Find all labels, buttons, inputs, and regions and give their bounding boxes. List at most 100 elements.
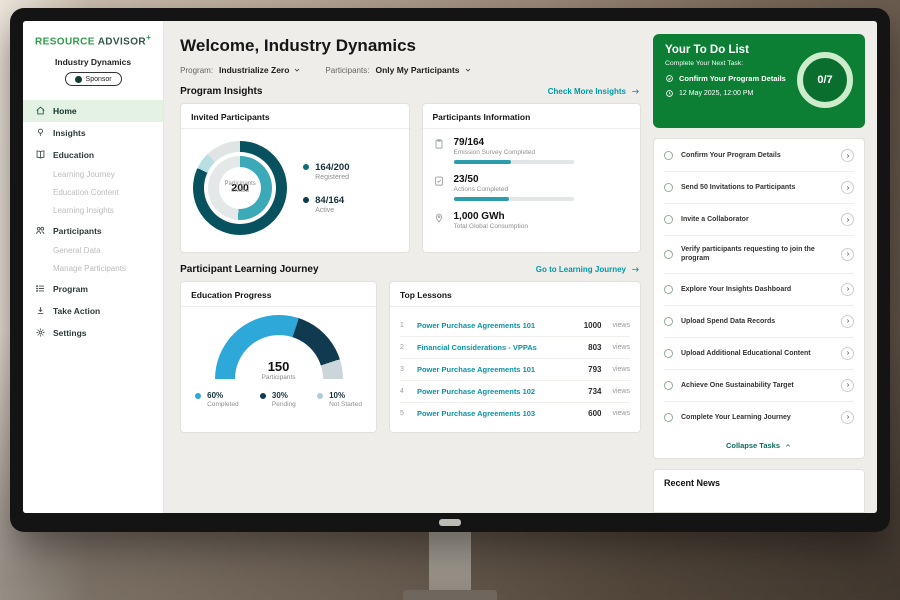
sidebar-item-learning-journey[interactable]: Learning Journey [53, 170, 115, 180]
sidebar-item-home[interactable]: Home [23, 99, 164, 122]
lesson-link[interactable]: Power Purchase Agreements 102 [416, 387, 536, 396]
sidebar-item-education-content[interactable]: Education Content [53, 188, 119, 198]
program-insights-section-header: Program Insights Check More Insights [180, 86, 641, 97]
monitor-bezel: RESOURCE ADVISOR+ Industry Dynamics Spon… [10, 8, 890, 532]
task-row[interactable]: Achieve One Sustainability Target [664, 370, 854, 402]
task-expand-button[interactable] [841, 314, 854, 328]
task-row[interactable]: Send 50 Invitations to Participants [664, 172, 854, 204]
lesson-rank: 2 [399, 344, 404, 351]
lesson-rank: 1 [399, 322, 404, 329]
task-expand-button[interactable] [841, 346, 854, 360]
sidebar-item-label: Settings [53, 327, 87, 338]
sidebar-item-program[interactable]: Program [23, 278, 163, 300]
sidebar-item-education[interactable]: Education [23, 144, 163, 166]
task-expand-button[interactable] [841, 282, 854, 296]
program-dropdown-value: Industrialize Zero [219, 65, 290, 75]
card-title: Invited Participants [181, 112, 409, 129]
lesson-row: 1 Power Purchase Agreements 101 1000 vie… [399, 315, 630, 337]
task-checkbox[interactable] [664, 316, 673, 326]
legend-item-pending: 30% Pending [259, 391, 296, 408]
participants-dropdown[interactable]: Only My Participants [375, 65, 471, 75]
logo-secondary: ADVISOR [97, 36, 147, 48]
lesson-views-unit: views [612, 322, 630, 329]
gauge-value: 150 [267, 359, 290, 374]
lesson-link[interactable]: Financial Considerations - VPPAs [416, 343, 537, 352]
program-icon [36, 285, 44, 293]
lesson-row: 2 Financial Considerations - VPPAs 803 v… [399, 337, 630, 359]
sponsor-badge[interactable]: Sponsor [64, 72, 122, 87]
stat-value: 23/50 [453, 174, 479, 185]
education-progress-card: Education Progress 150 Participants [180, 281, 377, 433]
legend-item-completed: 60% Completed [195, 391, 239, 408]
lesson-rank: 5 [399, 410, 404, 417]
sidebar-item-insights[interactable]: Insights [23, 122, 163, 144]
check-circle-icon [666, 75, 673, 82]
right-column: Your To Do List Complete Your Next Task:… [653, 21, 877, 513]
go-to-learning-journey-link[interactable]: Go to Learning Journey [536, 265, 641, 274]
stat-emission-survey: 79/164 Emission Survey Completed [433, 137, 631, 164]
task-checkbox[interactable] [664, 151, 673, 160]
task-label: Achieve One Sustainability Target [681, 381, 794, 389]
home-icon [36, 106, 45, 115]
chevron-right-icon [846, 319, 849, 324]
sidebar-item-label: Home [53, 105, 77, 116]
participants-icon [36, 227, 45, 235]
lesson-link[interactable]: Power Purchase Agreements 103 [416, 409, 536, 418]
lesson-views: 734 [588, 387, 602, 396]
logo-plus: + [146, 33, 152, 42]
take-action-icon [37, 307, 44, 315]
check-more-insights-link[interactable]: Check More Insights [548, 87, 641, 96]
task-row[interactable]: Confirm Your Program Details [664, 140, 854, 172]
task-label: Verify participants requesting to join t… [681, 246, 815, 263]
legend-value: 30% [271, 391, 288, 400]
sidebar-item-manage-participants[interactable]: Manage Participants [53, 264, 126, 274]
chevron-right-icon [846, 185, 849, 190]
card-title: Top Lessons [389, 290, 640, 307]
task-checkbox[interactable] [664, 348, 673, 358]
task-row[interactable]: Upload Spend Data Records [664, 306, 854, 338]
sidebar-item-settings[interactable]: Settings [23, 322, 163, 344]
legend-value: 60% [207, 391, 224, 400]
task-expand-button[interactable] [841, 181, 854, 194]
todo-due-label: 12 May 2025, 12:00 PM [679, 90, 754, 97]
todo-summary-card: Your To Do List Complete Your Next Task:… [653, 34, 865, 128]
program-filter: Program: Industrialize Zero [180, 65, 301, 75]
task-expand-button[interactable] [841, 378, 854, 392]
clock-icon [666, 90, 673, 97]
sidebar-item-learning-insights[interactable]: Learning Insights [53, 206, 114, 216]
chevron-right-icon [846, 217, 849, 222]
lesson-row: 5 Power Purchase Agreements 103 600 view… [400, 403, 630, 424]
gauge-center: 150 Participants [215, 359, 343, 381]
task-row[interactable]: Invite a Collaborator [664, 204, 854, 236]
program-dropdown[interactable]: Industrialize Zero [219, 65, 301, 75]
task-row[interactable]: Upload Additional Educational Content [664, 338, 854, 370]
stat-label: Actions Completed [453, 186, 509, 193]
task-checkbox[interactable] [664, 412, 673, 422]
task-expand-button[interactable] [841, 410, 854, 424]
task-checkbox[interactable] [664, 183, 673, 192]
lesson-views: 1000 [583, 321, 602, 330]
task-expand-button[interactable] [841, 213, 854, 226]
task-row[interactable]: Verify participants requesting to join t… [664, 236, 854, 274]
task-checkbox[interactable] [664, 249, 673, 259]
task-row[interactable]: Explore Your Insights Dashboard [664, 274, 854, 306]
sidebar-item-participants[interactable]: Participants [23, 220, 163, 242]
task-checkbox[interactable] [664, 380, 673, 390]
task-row[interactable]: Complete Your Learning Journey [664, 402, 854, 433]
lesson-link[interactable]: Power Purchase Agreements 101 [416, 365, 536, 374]
todo-title: Your To Do List [665, 44, 749, 56]
progress-bar [453, 197, 574, 201]
section-title: Program Insights [180, 86, 263, 97]
lesson-link[interactable]: Power Purchase Agreements 101 [416, 321, 536, 330]
sidebar-item-general-data[interactable]: General Data [53, 246, 101, 256]
collapse-tasks-button[interactable]: Collapse Tasks [664, 433, 854, 458]
task-checkbox[interactable] [664, 215, 673, 224]
donut-center-value: 200 [231, 182, 249, 194]
sidebar-item-take-action[interactable]: Take Action [23, 300, 163, 322]
legend-label: Completed [207, 401, 239, 408]
task-expand-button[interactable] [841, 247, 854, 261]
task-checkbox[interactable] [664, 284, 673, 294]
chevron-right-icon [846, 351, 849, 356]
task-expand-button[interactable] [841, 149, 854, 162]
